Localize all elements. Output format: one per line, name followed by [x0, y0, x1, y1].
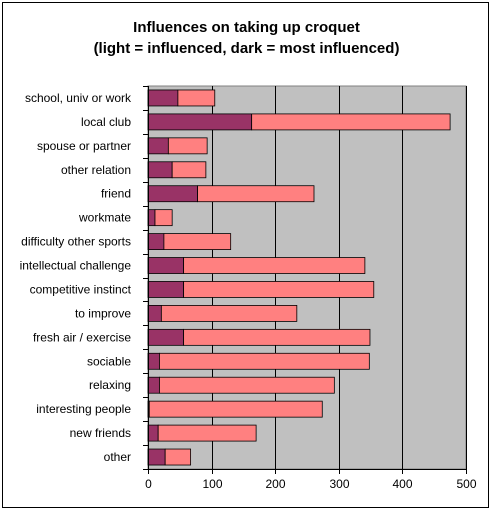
bar-series1-8	[147, 281, 185, 298]
bar-series2-14	[157, 424, 257, 442]
bar-series1-4	[147, 185, 199, 203]
bar-series2-3	[171, 161, 207, 179]
category-label-4: friend	[101, 187, 131, 201]
bar-series1-11	[147, 352, 160, 370]
category-label-10: fresh air / exercise	[33, 330, 131, 344]
chart-title: Influences on taking up croquet	[133, 19, 360, 36]
bar-series2-1	[251, 113, 451, 131]
category-label-5: workmate	[78, 211, 131, 225]
x-tick-label-100: 100	[202, 477, 222, 491]
category-label-2: spouse or partner	[37, 139, 131, 153]
bar-series2-10	[183, 328, 371, 346]
bar-series2-15	[164, 448, 192, 466]
bar-series2-9	[160, 305, 298, 322]
bar-series1-5	[147, 209, 156, 227]
x-tick-label-300: 300	[329, 477, 349, 491]
bar-series1-2	[147, 137, 169, 155]
bar-series2-4	[197, 185, 315, 203]
bar-series1-1	[147, 113, 253, 131]
bar-series1-15	[147, 448, 166, 466]
bar-series2-6	[163, 233, 232, 250]
bar-series2-0	[177, 89, 216, 107]
bar-series2-12	[159, 376, 335, 394]
category-label-9: to improve	[75, 306, 131, 320]
bar-series2-7	[183, 257, 366, 274]
x-tick-label-500: 500	[456, 477, 476, 491]
category-label-7: intellectual challenge	[20, 259, 132, 273]
bar-series2-5	[154, 209, 173, 227]
bar-series1-6	[147, 233, 165, 250]
bar-series2-8	[183, 281, 375, 298]
category-label-14: new friends	[70, 426, 131, 440]
bar-series2-11	[159, 352, 370, 370]
chart-subtitle: (light = influenced, dark = most influen…	[93, 40, 400, 57]
category-label-0: school, univ or work	[25, 91, 132, 105]
bar-series2-13	[148, 400, 323, 418]
bar-series1-12	[147, 376, 160, 394]
category-label-12: relaxing	[89, 378, 131, 392]
category-label-11: sociable	[87, 354, 131, 368]
bar-series2-2	[167, 137, 208, 155]
bar-series1-7	[147, 257, 185, 274]
x-tick-label-200: 200	[265, 477, 285, 491]
category-label-15: other	[104, 450, 131, 464]
bar-series1-10	[147, 328, 185, 346]
x-tick-label-400: 400	[392, 477, 412, 491]
bar-series1-3	[147, 161, 173, 179]
category-label-8: competitive instinct	[30, 282, 132, 296]
bar-series1-0	[147, 89, 179, 107]
bar-series1-14	[147, 424, 159, 442]
bar-series1-9	[147, 305, 162, 322]
x-tick-label-0: 0	[145, 477, 152, 491]
category-label-3: other relation	[61, 163, 131, 177]
category-label-13: interesting people	[36, 402, 131, 416]
category-label-6: difficulty other sports	[21, 235, 131, 249]
category-label-1: local club	[81, 115, 131, 129]
